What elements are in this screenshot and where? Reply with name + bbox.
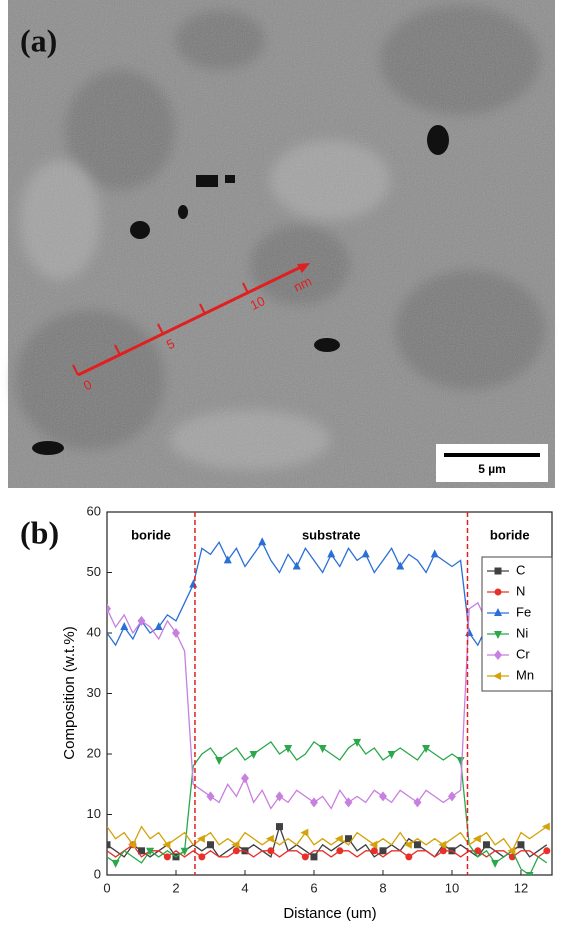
y-tick-label: 10 xyxy=(87,806,101,821)
marker xyxy=(362,549,370,557)
marker xyxy=(241,773,249,783)
marker xyxy=(103,604,111,614)
marker xyxy=(457,757,465,765)
scale-bar-label: 5 µm xyxy=(478,462,506,476)
marker xyxy=(250,751,258,759)
figure: (a) 0 5 10 nm 5 µm (b) Distance (um) Com… xyxy=(0,0,563,928)
legend-marker xyxy=(495,589,502,596)
legend-label: Cr xyxy=(516,646,530,661)
region-label: substrate xyxy=(302,527,361,542)
sem-image: (a) 0 5 10 nm 5 µm xyxy=(8,0,555,488)
legend-label: Ni xyxy=(516,625,528,640)
x-tick-label: 2 xyxy=(172,880,179,895)
marker xyxy=(104,841,111,848)
marker xyxy=(431,549,439,557)
legend-label: C xyxy=(516,562,525,577)
x-tick-label: 6 xyxy=(310,880,317,895)
x-axis-title: Distance (um) xyxy=(283,905,376,922)
y-axis-title: Composition (w.t.%) xyxy=(61,626,78,759)
y-tick-label: 0 xyxy=(94,866,101,881)
region-label: boride xyxy=(131,527,171,542)
x-tick-label: 8 xyxy=(379,880,386,895)
marker xyxy=(258,537,266,545)
marker xyxy=(112,860,120,868)
marker xyxy=(120,622,128,630)
marker xyxy=(310,797,318,807)
marker xyxy=(319,745,327,753)
y-tick-label: 30 xyxy=(87,685,101,700)
y-tick-label: 50 xyxy=(87,564,101,579)
x-tick-label: 0 xyxy=(103,880,110,895)
marker xyxy=(517,841,524,848)
marker xyxy=(206,791,214,801)
marker xyxy=(543,847,550,854)
region-label: boride xyxy=(490,527,530,542)
panel-label: (b) xyxy=(20,514,59,550)
marker xyxy=(336,847,343,854)
marker xyxy=(300,829,308,837)
series-line xyxy=(107,542,547,660)
legend-label: Fe xyxy=(516,604,531,619)
marker xyxy=(491,860,499,868)
marker xyxy=(526,872,534,880)
marker xyxy=(215,757,223,765)
x-tick-label: 12 xyxy=(514,880,528,895)
marker xyxy=(414,841,421,848)
marker xyxy=(404,841,412,849)
marker xyxy=(483,841,490,848)
marker xyxy=(267,847,274,854)
marker xyxy=(465,628,473,636)
panel-label: (a) xyxy=(20,22,57,58)
marker xyxy=(164,853,171,860)
marker xyxy=(379,847,386,854)
marker xyxy=(388,751,396,759)
marker xyxy=(405,853,412,860)
y-tick-label: 20 xyxy=(87,745,101,760)
marker xyxy=(276,823,283,830)
marker xyxy=(189,580,197,588)
y-tick-label: 60 xyxy=(87,503,101,518)
x-tick-label: 4 xyxy=(241,880,248,895)
series-line xyxy=(107,742,547,875)
marker xyxy=(207,841,214,848)
series-line xyxy=(107,597,547,809)
legend-label: Mn xyxy=(516,667,534,682)
marker xyxy=(302,853,309,860)
legend-marker xyxy=(495,568,502,575)
marker xyxy=(310,853,317,860)
marker xyxy=(198,853,205,860)
legend-label: N xyxy=(516,583,525,598)
marker xyxy=(379,791,387,801)
marker xyxy=(448,791,456,801)
marker xyxy=(327,549,335,557)
x-tick-label: 10 xyxy=(445,880,459,895)
y-tick-label: 40 xyxy=(87,624,101,639)
